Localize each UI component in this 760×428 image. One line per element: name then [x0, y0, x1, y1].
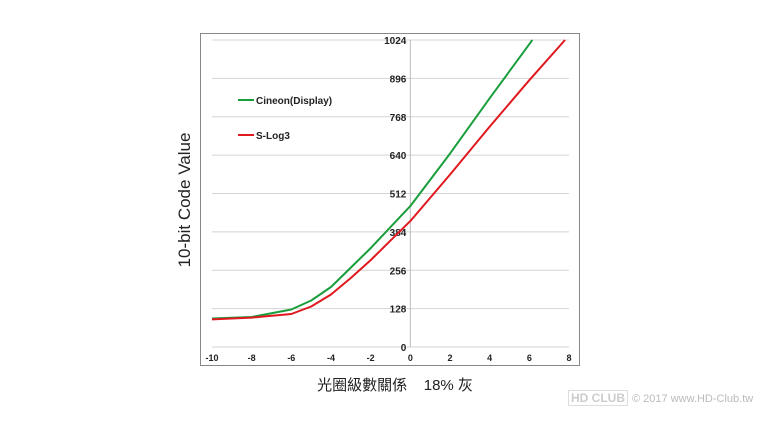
watermark-logo: HD CLUB [568, 390, 628, 406]
x-tick-label: 4 [487, 353, 492, 363]
y-tick-label: 128 [390, 305, 407, 316]
y-axis-label: 10-bit Code Value [175, 132, 194, 268]
x-tick-label: -8 [248, 353, 256, 363]
y-tick-label: 768 [390, 113, 407, 124]
x-tick-label: 0 [408, 353, 413, 363]
x-axis-label: 光圈級數關係 18% 灰 [317, 377, 473, 394]
x-tick-label: 8 [566, 353, 571, 363]
y-tick-label: 512 [390, 190, 407, 201]
y-tick-label: 640 [390, 151, 407, 162]
y-tick-label: 1024 [384, 36, 407, 47]
y-tick-label: 256 [390, 266, 407, 277]
y-tick-label: 896 [390, 74, 407, 85]
y-tick-label: 0 [401, 343, 407, 354]
x-tick-label: 6 [527, 353, 532, 363]
legend-label: Cineon(Display) [256, 96, 332, 107]
x-tick-label: -10 [205, 353, 218, 363]
x-tick-label: -6 [287, 353, 295, 363]
legend-label: S-Log3 [256, 131, 290, 142]
chart-frame [200, 33, 580, 366]
watermark: HD CLUB © 2017 www.HD-Club.tw [568, 390, 753, 406]
x-tick-label: -2 [367, 353, 375, 363]
series-line-0 [211, 39, 534, 320]
series-line-1 [211, 39, 566, 321]
x-tick-label: 2 [447, 353, 452, 363]
watermark-text: © 2017 www.HD-Club.tw [632, 393, 754, 405]
x-tick-label: -4 [327, 353, 335, 363]
